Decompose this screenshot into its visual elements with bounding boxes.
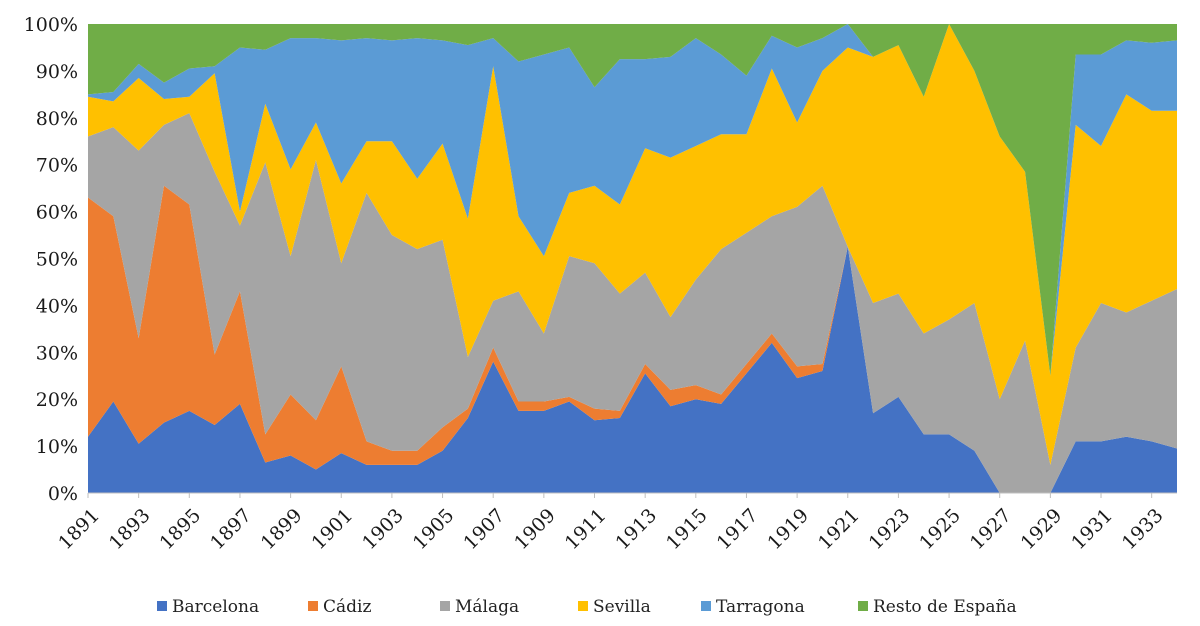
legend-swatch-tarragona <box>701 601 711 611</box>
y-tick-label: 100% <box>24 14 78 36</box>
y-tick-label: 50% <box>36 249 78 271</box>
y-tick-label: 60% <box>36 202 78 224</box>
x-tick-label: 1905 <box>409 504 459 554</box>
y-axis-ticks: 0% 10% 20% 30% 40% 50% 60% 70% 80% 90% 100% <box>24 14 78 505</box>
legend-label-tarragona: Tarragona <box>716 597 805 617</box>
area-series-barcelona <box>88 246 1177 493</box>
legend-label-barcelona: Barcelona <box>172 597 259 617</box>
legend-label-cadiz: Cádiz <box>323 597 371 617</box>
x-tick-label: 1913 <box>611 504 661 554</box>
y-tick-label: 90% <box>36 61 78 83</box>
y-tick-label: 0% <box>48 483 78 505</box>
legend-label-resto-de-espana: Resto de España <box>873 597 1017 617</box>
legend-swatch-malaga <box>440 601 450 611</box>
x-tick-label: 1933 <box>1118 504 1168 554</box>
x-tick-label: 1899 <box>257 504 307 554</box>
legend-swatch-cadiz <box>308 601 318 611</box>
y-tick-label: 40% <box>36 295 78 317</box>
x-tick-label: 1923 <box>865 504 915 554</box>
area-series-tarragona <box>88 24 1177 376</box>
x-tick-label: 1919 <box>763 504 813 554</box>
legend-swatch-resto-de-espana <box>858 601 868 611</box>
area-series-group <box>88 24 1177 494</box>
x-tick-label: 1925 <box>915 504 965 554</box>
area-series-sevilla <box>88 24 1177 465</box>
x-tick-label: 1917 <box>713 504 763 554</box>
x-tick-label: 1909 <box>510 504 560 554</box>
legend: Barcelona Cádiz Málaga Sevilla Tarragona Rest… <box>157 597 1017 617</box>
x-tick-label: 1929 <box>1017 504 1067 554</box>
y-tick-label: 70% <box>36 155 78 177</box>
x-tick-label: 1907 <box>459 504 509 554</box>
x-tick-label: 1893 <box>105 504 155 554</box>
legend-label-sevilla: Sevilla <box>593 597 651 617</box>
x-tick-label: 1911 <box>561 504 611 554</box>
y-tick-label: 30% <box>36 342 78 364</box>
y-tick-label: 10% <box>36 436 78 458</box>
x-tick-label: 1891 <box>54 504 104 554</box>
y-tick-label: 20% <box>36 389 78 411</box>
area-series-malaga <box>88 113 1177 494</box>
x-tick-label: 1897 <box>206 504 256 554</box>
x-tick-label: 1895 <box>155 504 205 554</box>
x-tick-label: 1931 <box>1067 504 1117 554</box>
x-tick-label: 1927 <box>966 504 1016 554</box>
x-tick-label: 1903 <box>358 504 408 554</box>
area-series-resto-de-espana <box>88 24 1177 376</box>
legend-label-malaga: Málaga <box>455 597 519 617</box>
y-tick-label: 80% <box>36 108 78 130</box>
x-tick-label: 1921 <box>814 504 864 554</box>
x-axis-ticks: 1891 1893 1895 1897 1899 1901 1903 1905 1907 1909… <box>54 493 1168 554</box>
x-tick-label: 1915 <box>662 504 712 554</box>
legend-swatch-barcelona <box>157 601 167 611</box>
x-tick-label: 1901 <box>307 504 357 554</box>
legend-swatch-sevilla <box>578 601 588 611</box>
